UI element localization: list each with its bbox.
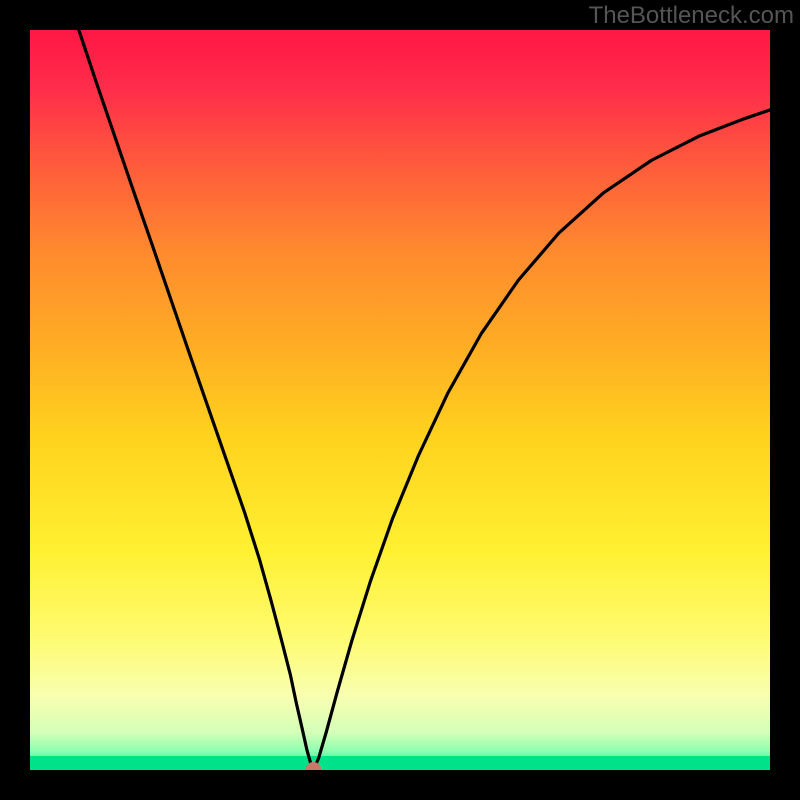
chart-container: TheBottleneck.com — [0, 0, 800, 800]
green-bottom-band — [30, 756, 770, 770]
bottleneck-chart — [0, 0, 800, 800]
gradient-background — [30, 30, 770, 770]
watermark-text: TheBottleneck.com — [589, 2, 794, 30]
plot-area — [30, 30, 770, 778]
